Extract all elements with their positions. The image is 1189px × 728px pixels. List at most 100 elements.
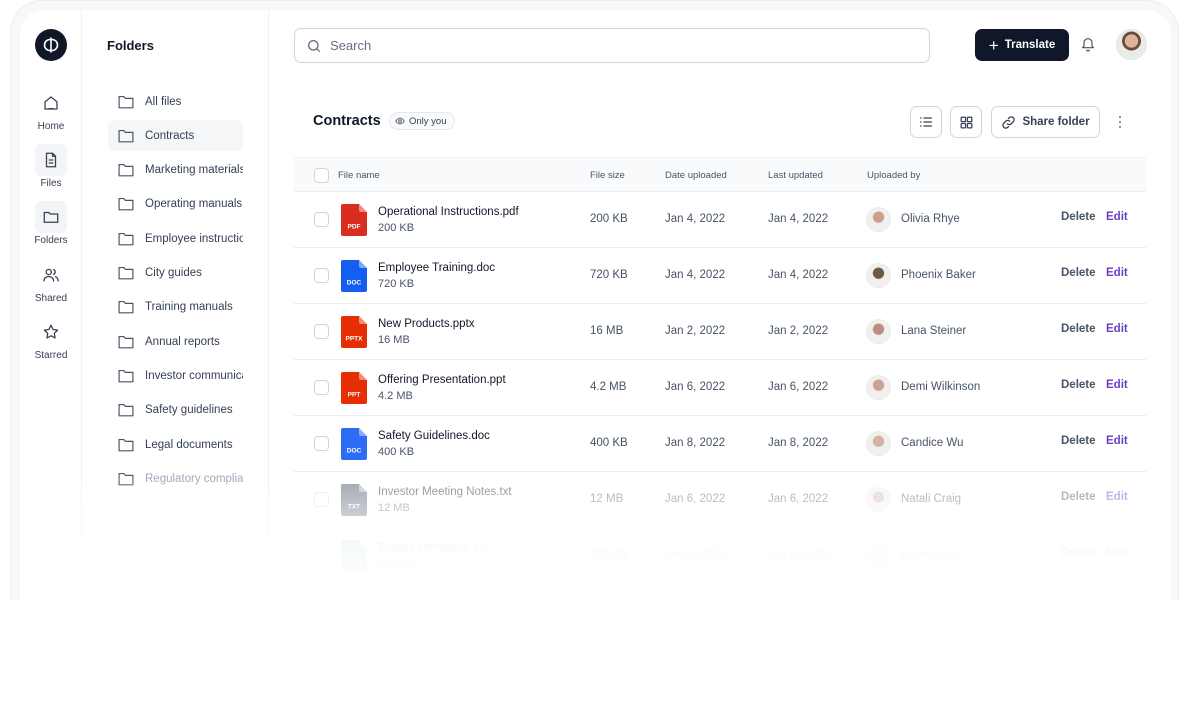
- folder-item[interactable]: Operating manuals: [108, 189, 243, 220]
- folder-item[interactable]: Training manuals: [108, 292, 243, 323]
- page-title: Contracts: [313, 113, 381, 129]
- folders-title: Folders: [107, 38, 154, 53]
- folder-item[interactable]: Regulatory compliance: [108, 463, 243, 494]
- nav-starred-label: Starred: [34, 350, 68, 361]
- col-last-updated[interactable]: Last updated: [768, 170, 823, 181]
- file-name[interactable]: Operational Instructions.pdf: [378, 206, 519, 218]
- search-bar[interactable]: [294, 28, 930, 63]
- last-updated: Jan 4, 2022: [768, 269, 829, 281]
- edit-button[interactable]: Edit: [1106, 547, 1128, 559]
- uploader-avatar: [866, 207, 891, 232]
- nav-folders-label: Folders: [34, 235, 68, 246]
- file-type-icon: DOC: [341, 428, 367, 460]
- nav-shared[interactable]: Shared: [33, 259, 69, 307]
- uploader-avatar: [866, 487, 891, 512]
- uploader-name: Phoenix Baker: [901, 269, 976, 281]
- translate-button[interactable]: + Translate: [975, 29, 1069, 61]
- edit-button[interactable]: Edit: [1106, 379, 1128, 391]
- nav-starred[interactable]: Starred: [33, 316, 69, 364]
- nav-home[interactable]: Home: [33, 87, 69, 135]
- table-row[interactable]: PDF Operational Instructions.pdf 200 KB 200…: [294, 192, 1146, 248]
- delete-button[interactable]: Delete: [1061, 211, 1096, 223]
- delete-button[interactable]: Delete: [1061, 379, 1096, 391]
- folder-item[interactable]: Annual reports: [108, 326, 243, 357]
- table-row[interactable]: XLS Budget estimation.xls 18.6 MB 800 KB Jan…: [294, 528, 1146, 584]
- edit-button[interactable]: Edit: [1106, 491, 1128, 503]
- folder-icon: [118, 438, 134, 451]
- file-name[interactable]: Investor Meeting Notes.txt: [378, 486, 512, 498]
- last-updated: Jan 2, 2022: [768, 325, 829, 337]
- list-view-button[interactable]: [910, 106, 942, 138]
- edit-button[interactable]: Edit: [1106, 267, 1128, 279]
- edit-button[interactable]: Edit: [1106, 323, 1128, 335]
- date-uploaded: Jan 4, 2022: [665, 549, 726, 561]
- edit-button[interactable]: Edit: [1106, 211, 1128, 223]
- table-row[interactable]: DOC Safety Guidelines.doc 400 KB 400 KB Jan …: [294, 416, 1146, 472]
- uploader-avatar: [866, 263, 891, 288]
- table-header: File name File size Date uploaded Last u…: [294, 157, 1146, 192]
- table-row[interactable]: PPTX New Products.pptx 16 MB 16 MB Jan 2, 20…: [294, 304, 1146, 360]
- file-name[interactable]: New Products.pptx: [378, 318, 475, 330]
- uploader-name: Demi Wilkinson: [901, 381, 981, 393]
- select-all-checkbox[interactable]: [314, 168, 329, 183]
- folder-item[interactable]: Legal documents: [108, 429, 243, 460]
- edit-button[interactable]: Edit: [1106, 435, 1128, 447]
- row-checkbox[interactable]: [314, 212, 329, 227]
- folder-item[interactable]: Marketing materials: [108, 155, 243, 186]
- delete-button[interactable]: Delete: [1061, 435, 1096, 447]
- user-avatar[interactable]: [1116, 29, 1147, 60]
- grid-view-button[interactable]: [950, 106, 982, 138]
- file-name[interactable]: Budget estimation.xls: [378, 542, 488, 554]
- file-size-sub: 4.2 MB: [378, 390, 413, 402]
- file-icon: [45, 152, 57, 168]
- folder-item[interactable]: Employee instructions: [108, 223, 243, 254]
- file-size: 800 KB: [590, 549, 628, 561]
- row-checkbox[interactable]: [314, 548, 329, 563]
- file-name[interactable]: Employee Training.doc: [378, 262, 495, 274]
- file-name[interactable]: Offering Presentation.ppt: [378, 374, 506, 386]
- row-checkbox[interactable]: [314, 436, 329, 451]
- col-date-uploaded[interactable]: Date uploaded: [665, 170, 727, 181]
- table-row[interactable]: TXT Investor Meeting Notes.txt 12 MB 12 MB J…: [294, 472, 1146, 528]
- home-icon: [44, 96, 58, 110]
- search-input[interactable]: [330, 38, 890, 53]
- eye-icon: [395, 117, 405, 125]
- col-file-size[interactable]: File size: [590, 170, 625, 181]
- folder-item[interactable]: City guides: [108, 258, 243, 289]
- file-name[interactable]: Safety Guidelines.doc: [378, 430, 490, 442]
- folder-item[interactable]: Safety guidelines: [108, 395, 243, 426]
- row-checkbox[interactable]: [314, 380, 329, 395]
- file-size: 200 KB: [590, 213, 628, 225]
- folder-item[interactable]: Investor communications: [108, 360, 243, 391]
- row-checkbox[interactable]: [314, 324, 329, 339]
- share-folder-button[interactable]: Share folder: [991, 106, 1100, 138]
- plus-icon: +: [988, 35, 999, 55]
- file-size-sub: 200 KB: [378, 222, 415, 234]
- row-checkbox[interactable]: [314, 268, 329, 283]
- delete-button[interactable]: Delete: [1061, 547, 1096, 559]
- folder-icon: [118, 129, 134, 143]
- uploader-avatar: [866, 431, 891, 456]
- folder-item[interactable]: Contracts: [108, 120, 243, 152]
- nav-files-label: Files: [40, 178, 62, 189]
- nav-files[interactable]: Files: [33, 144, 69, 192]
- folder-item[interactable]: All files: [108, 86, 243, 117]
- delete-button[interactable]: Delete: [1061, 323, 1096, 335]
- more-options-icon[interactable]: [1115, 112, 1125, 132]
- delete-button[interactable]: Delete: [1061, 267, 1096, 279]
- visibility-badge: Only you: [389, 112, 455, 130]
- col-uploaded-by[interactable]: Uploaded by: [867, 170, 921, 181]
- nav-shared-label: Shared: [34, 293, 68, 304]
- folder-icon: [118, 266, 134, 280]
- date-uploaded: Jan 2, 2022: [665, 325, 726, 337]
- folder-item-label: Regulatory compliance: [145, 472, 243, 485]
- app-logo[interactable]: [35, 29, 67, 61]
- col-file-name[interactable]: File name: [338, 170, 380, 181]
- table-row[interactable]: DOC Employee Training.doc 720 KB 720 KB Jan …: [294, 248, 1146, 304]
- bell-icon[interactable]: [1080, 35, 1096, 53]
- row-checkbox[interactable]: [314, 492, 329, 507]
- delete-button[interactable]: Delete: [1061, 491, 1096, 503]
- folder-icon: [118, 301, 134, 314]
- nav-folders[interactable]: Folders: [33, 201, 69, 249]
- table-row[interactable]: PPT Offering Presentation.ppt 4.2 MB 4.2 MB…: [294, 360, 1146, 416]
